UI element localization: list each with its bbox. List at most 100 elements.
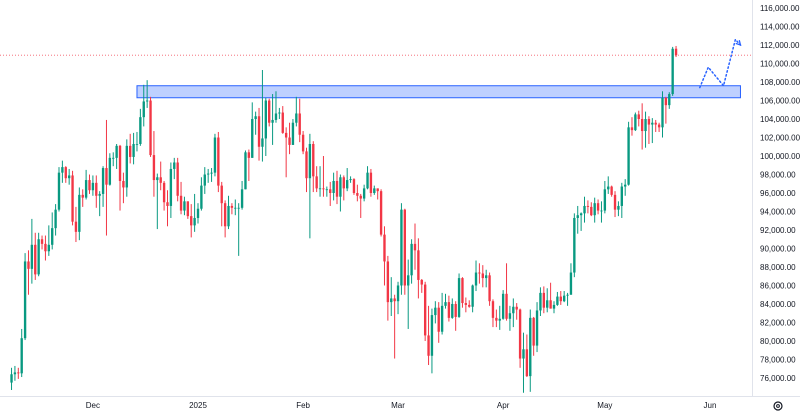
candle-body (193, 217, 196, 226)
candle-body (179, 195, 183, 211)
candle-body (281, 112, 284, 133)
candle-body (190, 216, 193, 226)
candle-body (264, 100, 267, 139)
candle-body (617, 205, 620, 210)
candle-body (34, 244, 37, 275)
candle-body (454, 303, 457, 317)
candle-body (590, 206, 593, 216)
candle-body (640, 119, 644, 132)
candle-body (627, 127, 630, 185)
y-tick-label: 104,000.00 (760, 115, 800, 124)
candle-body (613, 194, 617, 210)
candle-body (512, 306, 515, 314)
x-tick-label: Jun (704, 401, 717, 410)
candle-body (634, 114, 637, 131)
candle-body (529, 317, 532, 377)
candle-body (657, 124, 661, 128)
candle-body (335, 180, 339, 197)
candle-body (637, 114, 640, 120)
settings-gear[interactable] (773, 401, 783, 411)
candle-body (522, 349, 525, 359)
y-tick-label: 114,000.00 (760, 23, 800, 32)
candle-body (525, 349, 529, 377)
candle-body (593, 203, 596, 216)
candle-body (234, 207, 237, 209)
candle-body (217, 137, 220, 186)
candle-body (427, 335, 430, 356)
candle-body (173, 162, 176, 169)
candle-body (556, 296, 559, 305)
candle-body (322, 188, 325, 190)
candle-body (176, 162, 179, 196)
candle-body (329, 189, 332, 194)
candle-body (546, 300, 549, 308)
candle-body (30, 244, 34, 269)
candle-body (539, 292, 542, 311)
settings-hub[interactable] (776, 404, 780, 408)
candle-body (71, 175, 74, 222)
candle-body (396, 285, 400, 302)
candle-body (542, 292, 546, 308)
candle-body (373, 188, 376, 194)
candle-body (423, 284, 427, 336)
candle-body (156, 177, 159, 181)
candle-body (108, 157, 112, 185)
candle-body (501, 293, 505, 319)
candle-body (261, 138, 264, 147)
candle-body (481, 273, 484, 279)
candle-body (186, 201, 190, 217)
candle-body (474, 272, 478, 286)
candle-body (461, 278, 464, 304)
y-tick-label: 86,000.00 (760, 282, 796, 291)
candle-body (566, 294, 569, 296)
settings-icon[interactable] (773, 401, 783, 411)
candle-body (437, 307, 440, 332)
candle-body (440, 305, 444, 332)
candle-body (312, 143, 315, 177)
x-tick-label: Apr (497, 401, 510, 410)
candle-body (413, 243, 417, 251)
candle-body (654, 122, 657, 125)
candle-body (491, 301, 495, 318)
candle-body (301, 134, 305, 152)
candle-body (278, 112, 281, 114)
candle-body (105, 168, 108, 185)
candle-body (393, 298, 396, 302)
candle-body (10, 374, 13, 383)
candle-body (166, 202, 169, 206)
candle-body (132, 143, 135, 157)
candle-body (230, 205, 234, 208)
candle-body (274, 113, 278, 120)
candle-body (203, 174, 206, 186)
candle-body (535, 310, 539, 346)
candle-body (457, 278, 461, 317)
candle-body (586, 205, 590, 207)
candle-body (149, 100, 152, 156)
candle-body (78, 194, 81, 232)
y-tick-label: 98,000.00 (760, 171, 796, 180)
y-tick-label: 90,000.00 (760, 245, 796, 254)
y-tick-label: 102,000.00 (760, 134, 800, 143)
candle-body (51, 228, 54, 245)
candle-body (410, 243, 413, 276)
y-tick-label: 112,000.00 (760, 41, 800, 50)
candle-body (468, 304, 471, 307)
resistance-zone (136, 85, 741, 99)
candle-body (139, 117, 142, 144)
candle-body (206, 173, 210, 175)
candle-body (159, 177, 162, 183)
candle-body (603, 189, 607, 211)
candle-body (268, 100, 271, 123)
candle-body (366, 172, 369, 189)
candle-body (244, 152, 247, 190)
candle-body (13, 372, 17, 375)
candle-body (27, 261, 30, 269)
candle-body (298, 113, 301, 135)
candle-body (464, 303, 468, 305)
candle-body (508, 313, 512, 319)
y-tick-label: 94,000.00 (760, 208, 796, 217)
candle-body (651, 122, 654, 125)
candle-body (44, 243, 47, 252)
candle-body (101, 168, 105, 194)
